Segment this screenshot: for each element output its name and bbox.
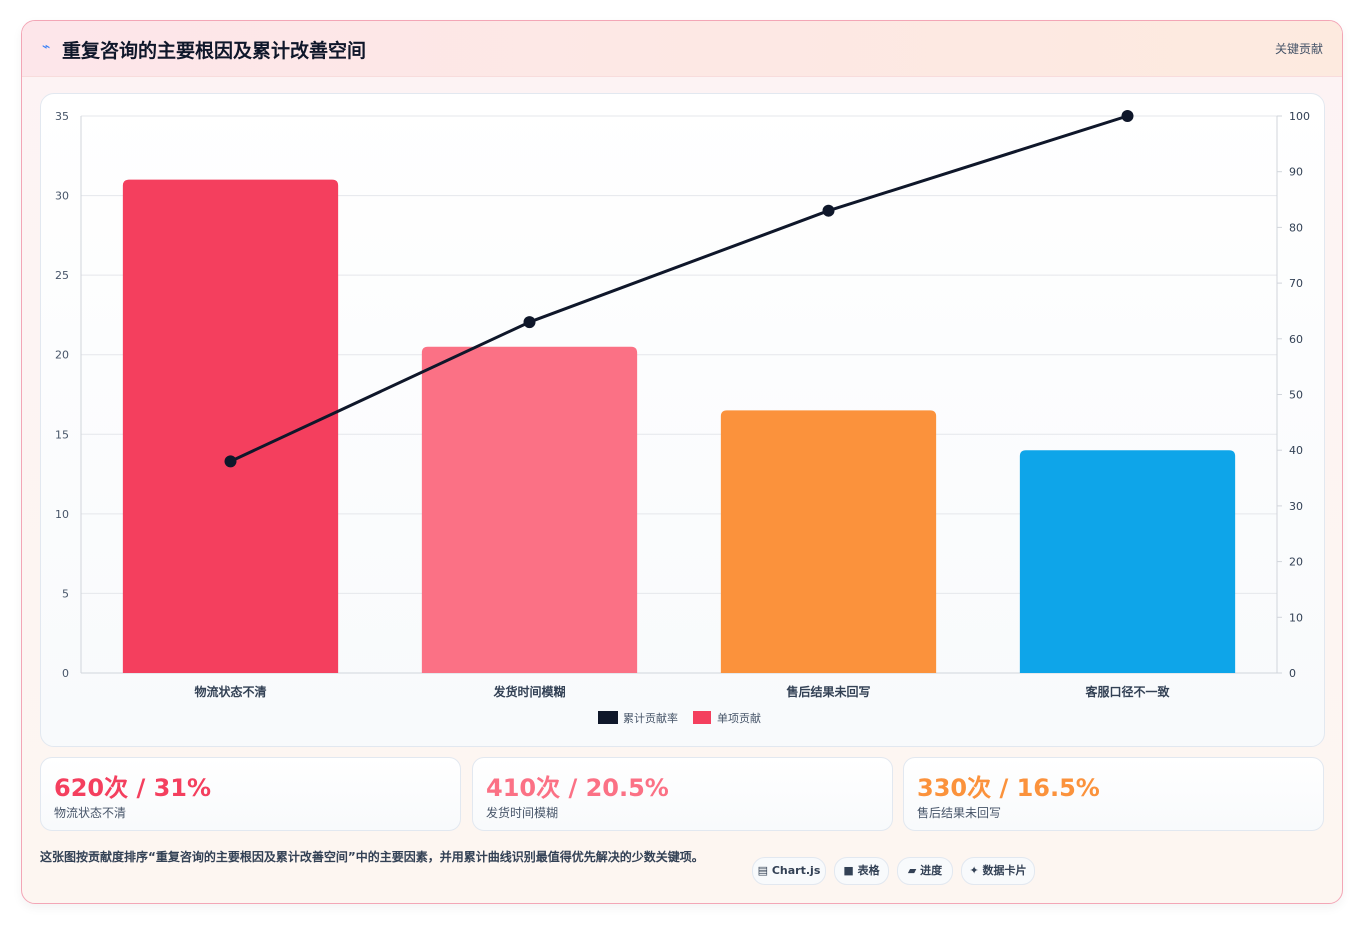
pill-label: 进度 [920,864,943,877]
data-card-pill[interactable]: ✦ 数据卡片 [961,857,1035,885]
y-right-tick-label: 60 [1289,333,1303,346]
x-tick-label: 客服口径不一致 [1084,684,1170,699]
y-left-tick-label: 5 [62,587,69,600]
y-right-tick-label: 50 [1289,389,1303,402]
cumulative-point [822,204,835,217]
y-left-tick-label: 10 [55,508,69,521]
pill-label: Chart.js [771,864,821,877]
sparkle-icon: ✦ [969,864,979,877]
kpi-label: 售后结果未回写 [917,806,1002,820]
y-right-tick-label: 100 [1289,110,1310,123]
page-title: 重复咨询的主要根因及累计改善空间 [62,40,367,62]
kpi-card-2: 410次 / 20.5% 发货时间模糊 [472,757,893,831]
y-right-tick-label: 40 [1289,444,1303,457]
chart-panel: 0 5 10 15 20 25 30 35 0 10 20 30 40 50 60 70 80 90 100 物流状态… [40,93,1325,747]
report-card: ⌁ 重复咨询的主要根因及累计改善空间 关键贡献 0 5 10 15 20 25 30 35 0 1… [21,20,1343,904]
kpi-card-3: 330次 / 16.5% 售后结果未回写 [903,757,1324,831]
bar [720,410,937,673]
table-icon: ■ [843,864,854,877]
chart-description: 这张图按贡献度排序“重复咨询的主要根因及累计改善空间”中的主要因素，并用累计曲线… [40,850,704,864]
kpi-card-1: 620次 / 31% 物流状态不清 [40,757,461,831]
y-left-tick-label: 15 [55,428,69,441]
chart-icon: ▤ [757,864,769,877]
y-right-tick-label: 30 [1289,500,1303,513]
card-header: ⌁ 重复咨询的主要根因及累计改善空间 关键贡献 [22,21,1342,77]
cumulative-point [523,316,536,329]
cumulative-point [1121,110,1134,122]
progress-pill[interactable]: ▰ 进度 [897,857,953,885]
y-right-tick-label: 90 [1289,166,1303,179]
legend-label: 单项贡献 [717,711,761,725]
y-left-tick-label: 20 [55,349,69,362]
y-right-tick-label: 0 [1289,667,1296,680]
legend-swatch [693,711,711,724]
cumulative-line [229,114,1128,463]
legend-swatch [598,711,618,724]
kpi-value: 330次 / 16.5% [917,774,1100,802]
chartjs-pill[interactable]: ▤ Chart.js [752,857,826,885]
kpi-label: 发货时间模糊 [486,806,559,820]
y-right-tick-label: 20 [1289,556,1303,569]
x-tick-label: 发货时间模糊 [492,684,565,699]
table-pill[interactable]: ■ 表格 [834,857,889,885]
kpi-value: 620次 / 31% [54,774,212,802]
bar [122,179,339,673]
pareto-chart: 0 5 10 15 20 25 30 35 0 10 20 30 40 50 60 70 80 90 100 物流状态… [55,110,1310,725]
y-left-tick-label: 0 [62,667,69,680]
cumulative-point [224,455,237,468]
lightning-icon: ⌁ [42,39,51,55]
bar [421,346,638,673]
bar [1019,450,1236,673]
y-left-tick-label: 30 [55,190,69,203]
y-left-tick-label: 25 [55,269,69,282]
pill-label: 数据卡片 [982,864,1027,877]
header-tag: 关键贡献 [1274,42,1323,56]
kpi-label: 物流状态不清 [54,806,127,820]
y-right-tick-label: 80 [1289,221,1303,234]
progress-icon: ▰ [907,864,917,877]
y-right-tick-label: 70 [1289,277,1303,290]
x-tick-label: 售后结果未回写 [786,684,870,699]
y-right-tick-label: 10 [1289,611,1303,624]
pill-label: 表格 [857,864,880,877]
kpi-value: 410次 / 20.5% [486,774,669,802]
y-left-tick-label: 35 [55,110,69,123]
x-tick-label: 物流状态不清 [194,684,266,699]
legend-label: 累计贡献率 [623,711,678,725]
